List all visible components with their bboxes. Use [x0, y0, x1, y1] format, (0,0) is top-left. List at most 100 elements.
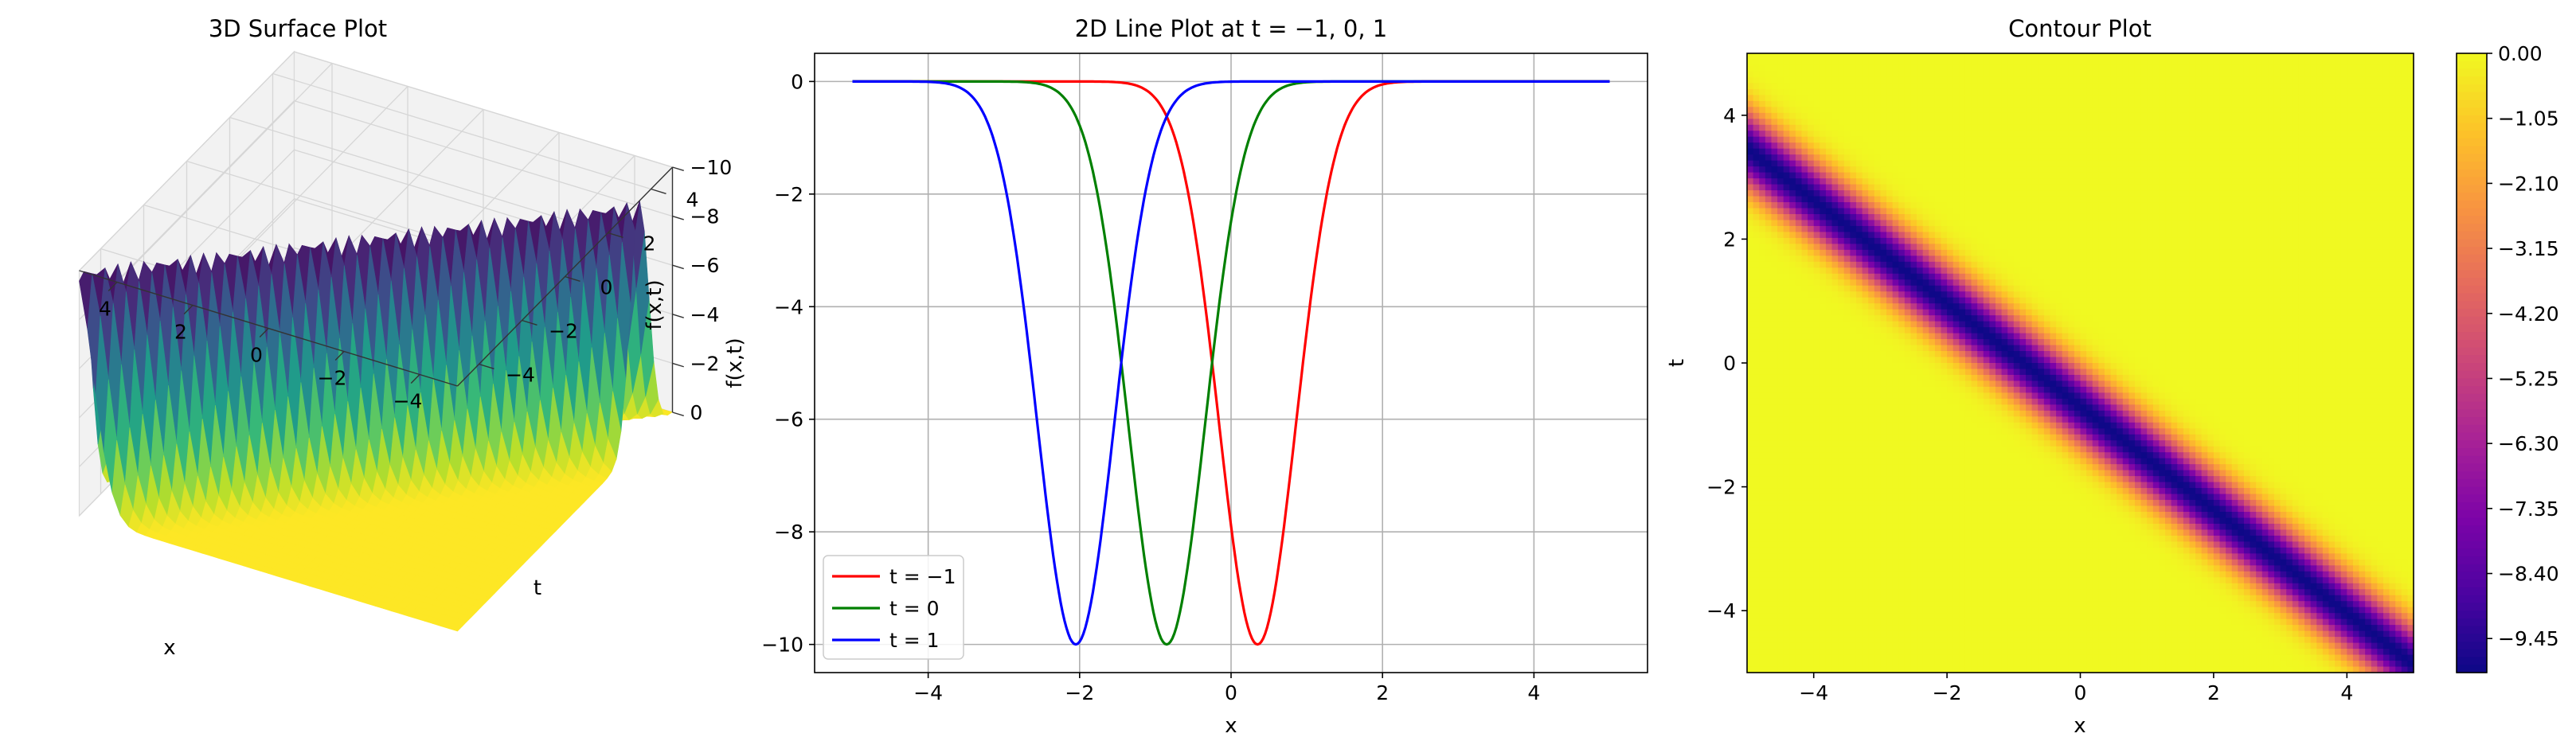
heatmap-cell [2086, 142, 2093, 150]
heatmap-cell [1801, 178, 1808, 185]
heatmap-cell [1910, 76, 1917, 84]
heatmap-cell [2177, 190, 2184, 197]
heatmap-cell [1795, 95, 1803, 102]
heatmap-cell [1977, 71, 1984, 78]
heatmap-cell [2062, 154, 2069, 162]
heatmap-cell [1831, 71, 1839, 78]
heatmap-cell [2219, 184, 2226, 191]
heatmap-cell [2062, 142, 2069, 150]
heatmap-cell [1977, 100, 1984, 107]
heatmap-cell [1783, 196, 1790, 203]
heatmap-cell [1783, 142, 1790, 150]
heatmap-cell [2243, 83, 2251, 90]
heatmap-cell [2043, 95, 2051, 102]
heatmap-cell [1868, 148, 1875, 155]
heatmap-cell [1880, 100, 1887, 107]
heatmap-cell [1947, 196, 1954, 203]
heatmap-cell [1808, 88, 1815, 96]
heatmap-cell [1850, 184, 1857, 191]
heatmap-cell [2195, 119, 2203, 126]
heatmap-cell [2152, 172, 2160, 179]
heatmap-cell [2395, 190, 2402, 197]
heatmap-cell [1904, 166, 1912, 174]
heatmap-cell [2268, 71, 2275, 78]
heatmap-cell [2286, 64, 2293, 72]
heatmap-cell [1971, 124, 1978, 131]
heatmap-cell [1789, 76, 1796, 84]
heatmap-cell [1831, 142, 1839, 150]
heatmap-cell [2243, 64, 2251, 72]
heatmap-cell [2261, 178, 2269, 185]
surface-panel: 3D Surface Plot −4−2024−4−20240−2−4−6−8−… [78, 15, 732, 660]
heatmap-cell [2165, 142, 2172, 150]
heatmap-cell [2335, 190, 2342, 197]
heatmap-cell [2292, 119, 2300, 126]
heatmap-cell [1947, 131, 1954, 138]
heatmap-cell [1886, 88, 1894, 96]
heatmap-cell [1959, 178, 1966, 185]
heatmap-cell [1934, 95, 1942, 102]
heatmap-cell [1880, 148, 1887, 155]
heatmap-cell [2074, 64, 2082, 72]
heatmap-cell [1795, 160, 1803, 167]
heatmap-cell [1934, 100, 1942, 107]
heatmap-cell [2383, 112, 2390, 119]
heatmap-cell [2159, 136, 2166, 143]
heatmap-cell [2019, 88, 2027, 96]
heatmap-cell [2074, 53, 2082, 60]
heatmap-cell [2286, 71, 2293, 78]
heatmap-cell [2286, 83, 2293, 90]
heatmap-cell [1789, 154, 1796, 162]
heatmap-cell [2231, 154, 2238, 162]
heatmap-cell [2050, 53, 2057, 60]
heatmap-cell [2280, 76, 2287, 84]
heatmap-cell [1959, 95, 1966, 102]
heatmap-cell [2104, 76, 2112, 84]
heatmap-cell [2213, 172, 2221, 179]
heatmap-cell [2117, 178, 2124, 185]
heatmap-cell [2365, 131, 2372, 138]
heatmap-cell [1904, 178, 1912, 185]
heatmap-cell [1886, 59, 1894, 66]
heatmap-cell [1868, 142, 1875, 150]
heatmap-cell [1747, 95, 1754, 102]
heatmap-cell [1941, 160, 1948, 167]
heatmap-cell [2140, 190, 2148, 197]
heatmap-cell [1813, 112, 1820, 119]
heatmap-cell [1874, 154, 1881, 162]
heatmap-cell [1747, 142, 1754, 150]
heatmap-cell [2050, 71, 2057, 78]
heatmap-cell [2140, 53, 2148, 60]
legend-label-t-1: t = 1 [889, 629, 940, 652]
heatmap-cell [1795, 148, 1803, 155]
heatmap-cell [2298, 166, 2305, 174]
heatmap-cell [2062, 112, 2069, 119]
heatmap-cell [2268, 53, 2275, 60]
heatmap-cell [2177, 131, 2184, 138]
heatmap-cell [2292, 190, 2300, 197]
heatmap-cell [2231, 142, 2238, 150]
heatmap-cell [2189, 160, 2196, 167]
heatmap-cell [2104, 119, 2112, 126]
heatmap-cell [1801, 59, 1808, 66]
heatmap-cell [1989, 88, 1996, 96]
heatmap-cell [1898, 178, 1906, 185]
heatmap-cell [2086, 166, 2093, 174]
heatmap-cell [1759, 64, 1766, 72]
heatmap-cell [2013, 95, 2021, 102]
heatmap-cell [2213, 83, 2221, 90]
heatmap-cell [2140, 136, 2148, 143]
heatmap-cell [2026, 100, 2033, 107]
heatmap-cell [1983, 178, 1990, 185]
heatmap-cell [1989, 83, 1996, 90]
heatmap-cell [2165, 83, 2172, 90]
heatmap-cell [2104, 166, 2112, 174]
heatmap-cell [2062, 166, 2069, 174]
heatmap-cell [2159, 119, 2166, 126]
heatmap-cell [2359, 112, 2366, 119]
heatmap-cell [2371, 53, 2378, 60]
heatmap-cell [1838, 196, 1845, 203]
heatmap-cell [1941, 136, 1948, 143]
heatmap-cell [2365, 166, 2372, 174]
heatmap-cell [1789, 124, 1796, 131]
